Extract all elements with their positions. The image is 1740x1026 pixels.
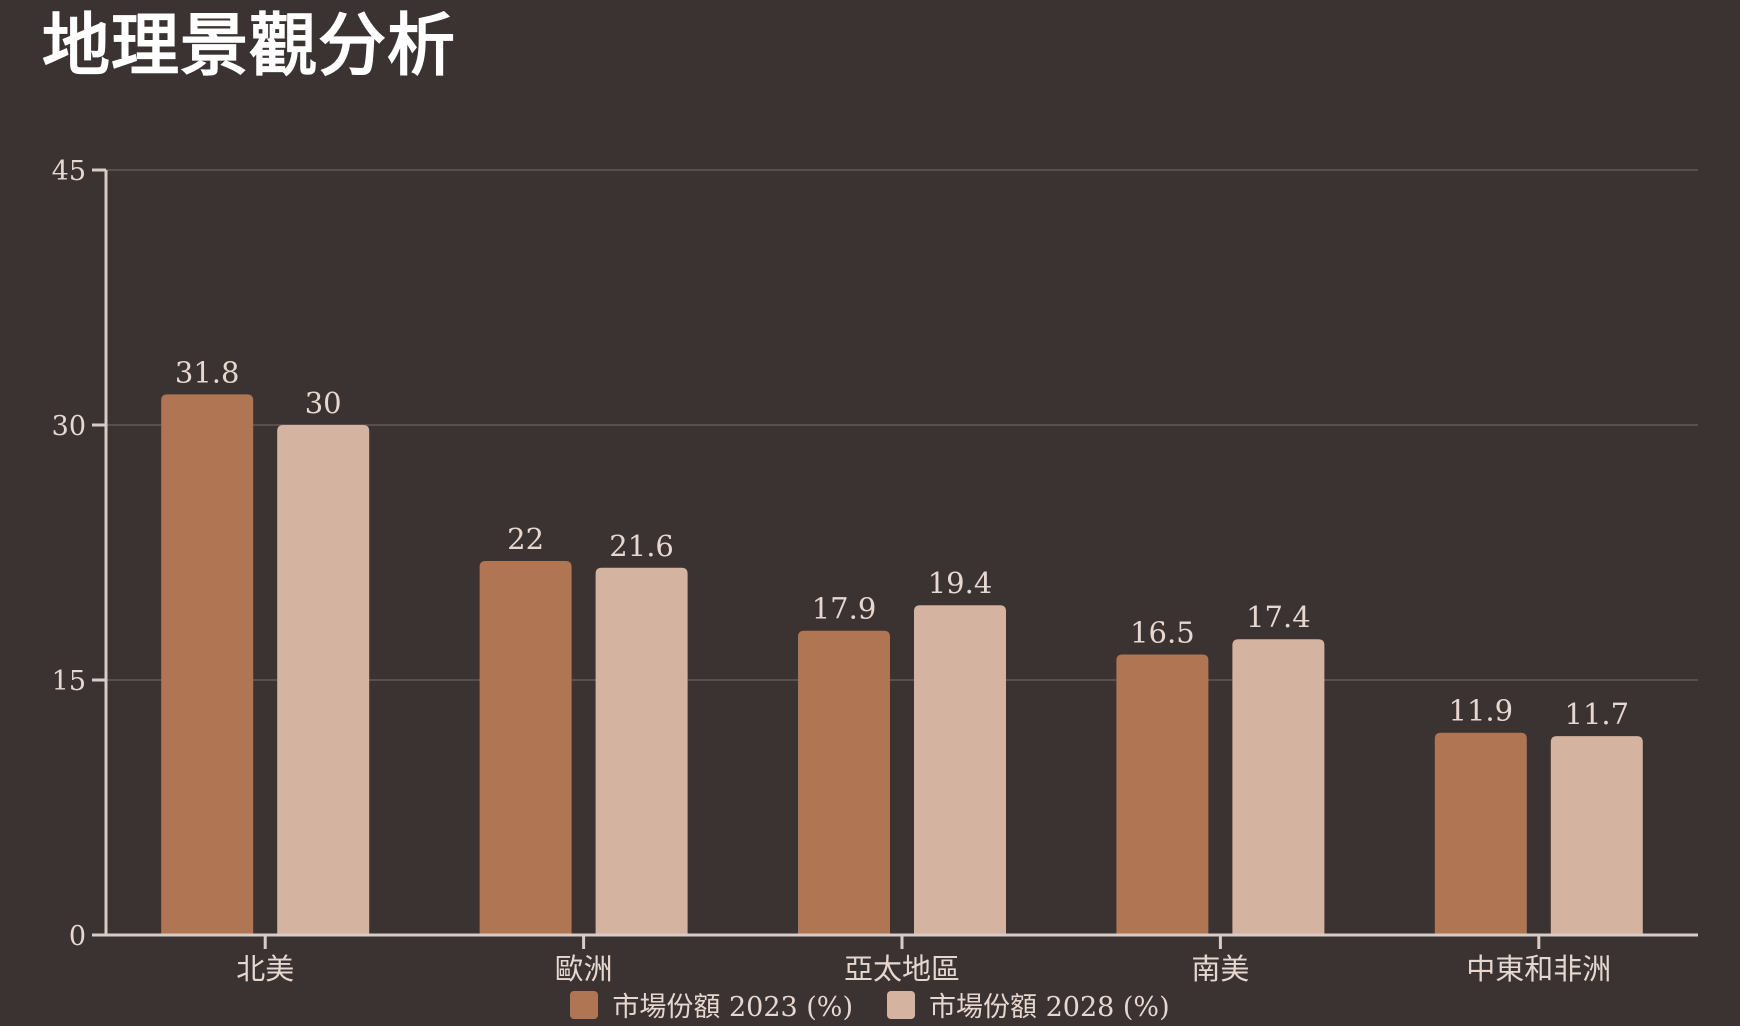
data-label: 31.8 — [175, 355, 240, 389]
bar — [914, 605, 1006, 935]
bar — [479, 561, 572, 935]
bar — [277, 425, 370, 935]
legend-item-2023[interactable]: 市場份額 2023 (%) — [570, 985, 853, 1024]
data-label: 30 — [305, 386, 342, 420]
data-label: 19.4 — [928, 566, 993, 600]
bar — [595, 567, 688, 935]
data-label: 22 — [507, 522, 544, 556]
y-tick-label: 0 — [69, 921, 86, 952]
x-tick-label: 亞太地區 — [844, 952, 960, 986]
x-tick-label: 歐洲 — [555, 952, 613, 986]
x-tick-label: 中東和非洲 — [1466, 952, 1611, 986]
bar — [1550, 736, 1643, 935]
data-label: 17.9 — [812, 592, 877, 626]
data-label: 11.9 — [1449, 694, 1514, 728]
x-tick-label: 南美 — [1191, 952, 1249, 986]
y-tick-label: 45 — [52, 156, 86, 187]
bar — [1232, 639, 1325, 935]
data-label: 11.7 — [1565, 697, 1630, 731]
data-label: 16.5 — [1130, 616, 1195, 650]
bar — [161, 394, 254, 935]
data-label: 21.6 — [609, 529, 674, 563]
y-tick-label: 30 — [52, 411, 86, 442]
legend-item-2028[interactable]: 市場份額 2028 (%) — [887, 985, 1170, 1024]
legend-label-2028: 市場份額 2028 (%) — [929, 992, 1170, 1023]
bar — [1434, 732, 1527, 935]
y-tick-label: 15 — [52, 666, 86, 697]
bar — [798, 630, 890, 935]
legend-swatch-2028 — [887, 990, 915, 1019]
page-title: 地理景觀分析 — [42, 6, 457, 86]
data-label: 17.4 — [1246, 600, 1311, 634]
legend-label-2023: 市場份額 2023 (%) — [612, 992, 853, 1023]
bar — [1116, 654, 1209, 935]
x-tick-label: 北美 — [236, 952, 294, 986]
chart-legend: 市場份額 2023 (%) 市場份額 2028 (%) — [0, 985, 1740, 1024]
legend-swatch-2023 — [570, 990, 599, 1019]
